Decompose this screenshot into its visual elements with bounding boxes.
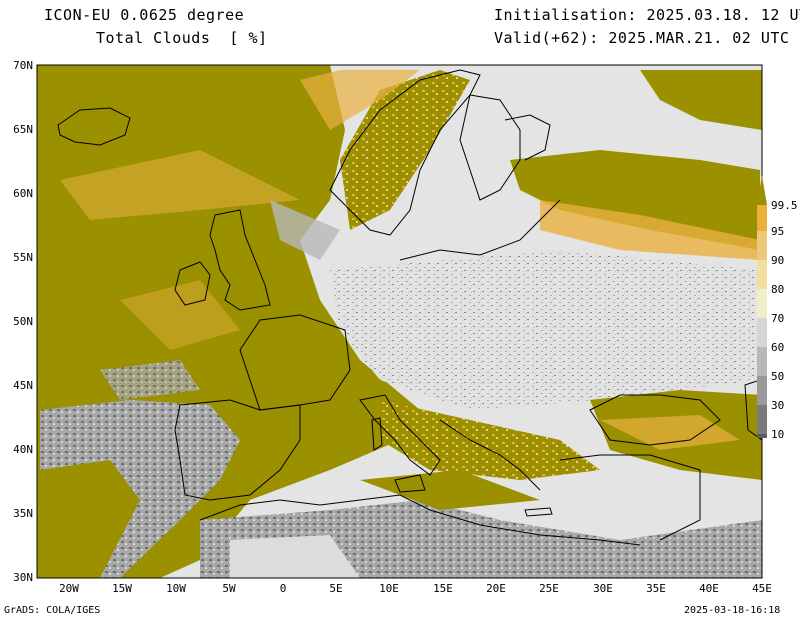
colorbar-label-30: 30: [771, 399, 784, 412]
cloud-field: [37, 65, 762, 578]
colorbar-swatch: [757, 205, 767, 231]
colorbar-swatch: [757, 231, 767, 260]
colorbar-label-70: 70: [771, 312, 784, 325]
colorbar-label-60: 60: [771, 341, 784, 354]
lon-label-30e: 30E: [593, 582, 613, 595]
valid-time: Valid(+62): 2025.MAR.21. 02 UTC: [494, 29, 790, 47]
lat-label-40n: 40N: [13, 443, 33, 456]
lat-label-30n: 30N: [13, 571, 33, 584]
lat-label-55n: 55N: [13, 251, 33, 264]
lat-label-50n: 50N: [13, 315, 33, 328]
colorbar-label-95: 95: [771, 225, 784, 238]
colorbar-label-50: 50: [771, 370, 784, 383]
colorbar-label-10: 10: [771, 428, 784, 441]
lon-label-20w: 20W: [59, 582, 79, 595]
lon-label-10w: 10W: [166, 582, 186, 595]
colorbar-label-99-5: 99.5: [771, 199, 798, 212]
colorbar: 99.5 95 90 80 70 60 50 30 10: [757, 175, 798, 441]
lon-label-0: 0: [280, 582, 287, 595]
colorbar-swatch: [757, 260, 767, 289]
colorbar-swatch: [757, 347, 767, 376]
coastlines: [57, 69, 762, 546]
colorbar-swatch: [757, 376, 767, 405]
lat-label-65n: 65N: [13, 123, 33, 136]
lon-label-5w: 5W: [222, 582, 236, 595]
colorbar-label-80: 80: [771, 283, 784, 296]
longitude-axis: 20W 15W 10W 5W 0 5E 10E 15E 20E 25E 30E …: [59, 582, 772, 595]
lon-label-35e: 35E: [646, 582, 666, 595]
lat-label-70n: 70N: [13, 59, 33, 72]
lon-label-25e: 25E: [539, 582, 559, 595]
lat-label-35n: 35N: [13, 507, 33, 520]
colorbar-swatch: [757, 318, 767, 347]
init-time: Initialisation: 2025.03.18. 12 UTC: [494, 6, 800, 24]
colorbar-label-90: 90: [771, 254, 784, 267]
colorbar-swatch: [757, 434, 767, 438]
lat-label-60n: 60N: [13, 187, 33, 200]
latitude-axis: 70N 65N 60N 55N 50N 45N 40N 35N 30N: [13, 59, 33, 584]
lon-label-10e: 10E: [379, 582, 399, 595]
credit-footer: GrADS: COLA/IGES: [4, 605, 101, 616]
lon-label-20e: 20E: [486, 582, 506, 595]
timestamp-footer: 2025-03-18-16:18: [684, 605, 781, 616]
variable-title: Total Clouds [ %]: [96, 29, 268, 47]
lon-label-45e: 45E: [752, 582, 772, 595]
lon-label-40e: 40E: [699, 582, 719, 595]
colorbar-swatch: [757, 405, 767, 434]
lon-label-15e: 15E: [433, 582, 453, 595]
lon-label-5e: 5E: [329, 582, 342, 595]
colorbar-top-arrow: [757, 175, 767, 205]
lon-label-15w: 15W: [112, 582, 132, 595]
lat-label-45n: 45N: [13, 379, 33, 392]
colorbar-swatch: [757, 289, 767, 318]
model-title: ICON-EU 0.0625 degree: [44, 6, 245, 24]
